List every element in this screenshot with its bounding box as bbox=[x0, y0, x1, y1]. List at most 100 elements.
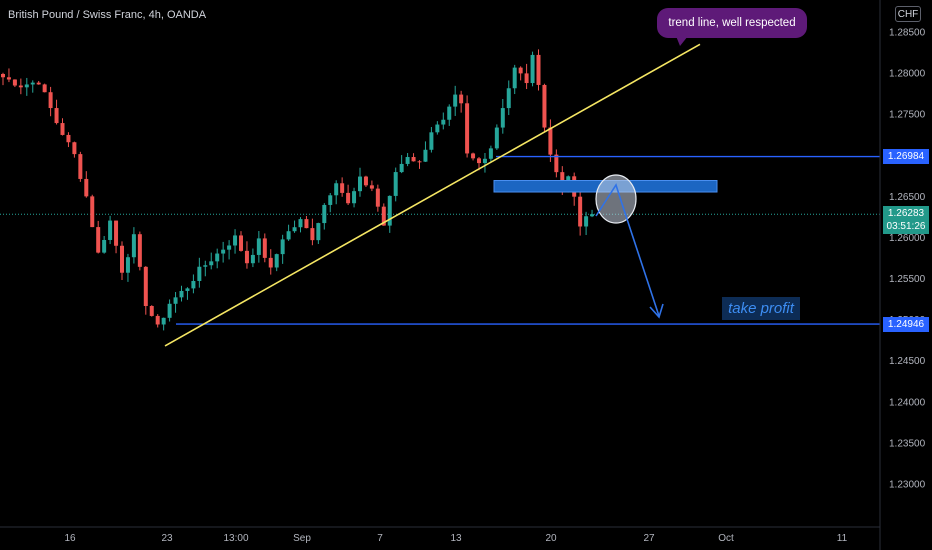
candle-body bbox=[262, 238, 267, 258]
candle-body bbox=[477, 158, 481, 164]
x-tick-label: Sep bbox=[293, 533, 311, 544]
candle-body bbox=[322, 204, 327, 224]
candle-body bbox=[12, 79, 17, 86]
projection-path bbox=[595, 183, 660, 317]
x-tick-label: 7 bbox=[377, 533, 383, 544]
candle-body bbox=[268, 257, 273, 268]
candle-body bbox=[310, 228, 315, 241]
candle-body bbox=[48, 92, 53, 109]
candle-body bbox=[393, 172, 398, 196]
candle-body bbox=[429, 132, 434, 150]
candle-body bbox=[435, 124, 440, 133]
candle-body bbox=[512, 67, 517, 89]
candle-body bbox=[137, 234, 142, 267]
candle-body bbox=[84, 178, 89, 197]
x-tick-label: 16 bbox=[64, 533, 76, 544]
candle-body bbox=[405, 157, 410, 164]
current-price-badge: 1.26283 03:51:26 bbox=[883, 206, 929, 235]
candle-body bbox=[274, 254, 279, 268]
candle-body bbox=[244, 250, 249, 264]
candle-body bbox=[352, 191, 357, 204]
x-tick-label: 13:00 bbox=[223, 533, 248, 544]
candle-body bbox=[542, 84, 547, 128]
candle-body bbox=[346, 192, 351, 204]
trend-line-callout[interactable]: trend line, well respected bbox=[657, 8, 807, 38]
symbol-title: British Pound / Swiss Franc, 4h, OANDA bbox=[8, 9, 207, 21]
candle-body bbox=[54, 108, 59, 124]
candle-body bbox=[292, 227, 297, 232]
candle-body bbox=[179, 290, 184, 298]
candle-body bbox=[369, 185, 374, 189]
candle-body bbox=[494, 127, 499, 149]
candle-body bbox=[42, 84, 47, 93]
candle-body bbox=[96, 227, 101, 253]
y-tick-label: 1.26500 bbox=[889, 192, 926, 203]
candle-body bbox=[167, 303, 172, 318]
trend-line bbox=[164, 43, 701, 347]
y-tick-label: 1.27500 bbox=[889, 110, 926, 121]
candle-body bbox=[161, 317, 166, 325]
candle-body bbox=[155, 315, 160, 325]
candle-body bbox=[114, 220, 119, 246]
candle-body bbox=[30, 82, 35, 85]
candle-body bbox=[471, 153, 476, 159]
candle-body bbox=[399, 163, 404, 173]
candle-body bbox=[239, 235, 243, 251]
candle-body bbox=[90, 196, 95, 228]
candle-body bbox=[185, 288, 190, 291]
candle-body bbox=[108, 220, 113, 240]
x-tick-label: 23 bbox=[161, 533, 173, 544]
candle-body bbox=[465, 103, 470, 154]
candle-body bbox=[328, 195, 333, 205]
candle-body bbox=[191, 280, 196, 289]
candle-body bbox=[375, 188, 380, 207]
candle-body bbox=[143, 266, 148, 307]
candle-body bbox=[417, 161, 422, 163]
y-tick-label: 1.28500 bbox=[889, 28, 926, 39]
candle-body bbox=[459, 94, 464, 104]
candle-body bbox=[203, 265, 208, 267]
candle-body bbox=[72, 142, 77, 155]
x-tick-label: 27 bbox=[643, 533, 655, 544]
candle-body bbox=[197, 266, 202, 281]
candle-body bbox=[358, 176, 362, 192]
candle-body bbox=[6, 77, 11, 80]
candle-body bbox=[120, 245, 124, 273]
x-tick-label: 11 bbox=[837, 533, 848, 544]
candle-body bbox=[233, 235, 238, 246]
candle-body bbox=[18, 85, 23, 88]
candle-body bbox=[316, 223, 321, 241]
lower-level-price-badge: 1.24946 bbox=[883, 316, 929, 332]
candle-body bbox=[256, 238, 261, 255]
retest-circle bbox=[595, 174, 637, 224]
candle-body bbox=[36, 82, 41, 85]
candle-body bbox=[250, 254, 255, 264]
take-profit-label[interactable]: take profit bbox=[722, 297, 800, 320]
candle-body bbox=[548, 127, 553, 155]
candle-body bbox=[488, 148, 493, 159]
candle-body bbox=[482, 158, 487, 164]
candle-body bbox=[530, 54, 535, 84]
y-tick-label: 1.28000 bbox=[889, 69, 926, 80]
candle-body bbox=[78, 154, 83, 179]
candle-body bbox=[24, 84, 29, 88]
candle-body bbox=[66, 134, 71, 143]
upper-level-price-badge: 1.26984 bbox=[883, 149, 929, 165]
currency-button[interactable]: CHF bbox=[895, 6, 921, 22]
candle-body bbox=[536, 54, 541, 85]
y-tick-label: 1.24000 bbox=[889, 397, 926, 408]
candle-body bbox=[453, 94, 458, 107]
candle-body bbox=[554, 154, 559, 173]
x-tick-label: Oct bbox=[718, 533, 734, 544]
projection-arrowhead bbox=[649, 303, 664, 319]
candle-body bbox=[441, 119, 446, 125]
candle-body bbox=[518, 67, 523, 74]
candle-body bbox=[227, 245, 232, 250]
callout-pointer bbox=[676, 36, 688, 46]
candle-body bbox=[125, 257, 130, 273]
candle-body bbox=[304, 219, 309, 229]
candle-body bbox=[149, 306, 154, 316]
